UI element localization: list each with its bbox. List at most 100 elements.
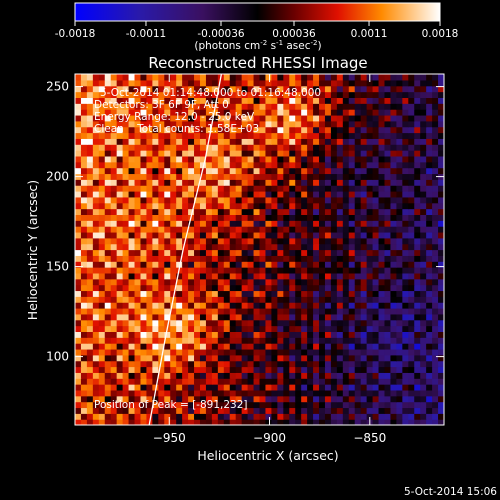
heatmap-cell [342,191,350,198]
heatmap-cell [241,74,249,81]
heatmap-cell [438,395,444,403]
heatmap-cell [104,389,112,397]
heatmap-cell [217,331,225,338]
heatmap-cell [194,313,201,321]
heatmap-cell [319,126,326,134]
heatmap-cell [229,313,237,321]
heatmap-cell [128,296,136,303]
heatmap-cell [253,91,261,98]
heatmap-cell [438,220,444,227]
heatmap-cell [372,132,380,139]
heatmap-cell [176,226,183,233]
heatmap-cell [182,413,189,420]
heatmap-cell [86,389,94,397]
heatmap-cell [146,167,153,175]
heatmap-cell [223,79,231,87]
heatmap-cell [211,296,219,303]
heatmap-cell [295,255,302,262]
heatmap-cell [336,103,344,110]
heatmap-cell [116,138,124,145]
heatmap-cell [199,79,207,87]
heatmap-cell [265,249,272,256]
heatmap-cell [432,267,439,274]
heatmap-cell [372,407,380,414]
heatmap-cell [366,138,374,145]
heatmap-cell [110,354,118,362]
heatmap-cell [176,109,183,116]
heatmap-cell [324,91,332,98]
heatmap-cell [313,296,320,303]
heatmap-cell [402,243,409,251]
heatmap-cell [372,208,380,215]
heatmap-cell [75,220,82,227]
heatmap-cell [295,202,302,210]
heatmap-cell [342,97,350,104]
heatmap-cell [116,308,124,315]
heatmap-cell [128,214,136,221]
heatmap-cell [217,155,225,163]
heatmap-cell [259,161,267,169]
heatmap-cell [241,91,249,98]
heatmap-cell [438,97,444,104]
heatmap-cell [295,372,302,379]
heatmap-cell [98,91,106,98]
heatmap-cell [223,167,231,175]
heatmap-cell [176,354,183,362]
heatmap-cell [324,384,332,391]
heatmap-cell [134,74,142,81]
heatmap-cell [140,85,148,93]
heatmap-cell [301,231,308,239]
heatmap-cell [259,220,267,227]
heatmap-cell [110,360,118,368]
heatmap-cell [426,167,433,175]
heatmap-cell [140,214,148,221]
heatmap-cell [253,261,261,268]
heatmap-cell [235,419,243,425]
heatmap-cell [313,226,320,233]
heatmap-cell [301,173,308,180]
heatmap-cell [271,155,278,163]
heatmap-cell [372,337,380,344]
heatmap-cell [253,296,261,303]
heatmap-cell [104,220,112,227]
heatmap-cell [360,255,368,262]
heatmap-cell [271,419,278,425]
heatmap-cell [199,74,207,81]
heatmap-cell [420,120,427,128]
heatmap-cell [75,208,82,215]
heatmap-cell [176,296,183,303]
heatmap-cell [152,126,159,134]
heatmap-cell [432,384,439,391]
heatmap-cell [342,202,350,210]
heatmap-cell [182,278,189,286]
heatmap-cell [164,337,171,344]
heatmap-cell [259,296,267,303]
heatmap-cell [319,319,326,327]
heatmap-cell [104,120,112,128]
heatmap-cell [134,249,142,256]
heatmap-cell [283,372,290,379]
heatmap-cell [354,284,362,292]
heatmap-cell [182,401,189,409]
heatmap-cell [176,237,183,245]
heatmap-cell [128,126,136,134]
heatmap-cell [241,120,249,128]
heatmap-cell [128,395,136,403]
heatmap-cell [324,173,332,180]
heatmap-cell [140,354,148,362]
heatmap-cell [170,325,177,332]
heatmap-cell [229,91,237,98]
heatmap-cell [336,302,344,309]
heatmap-cell [265,208,272,215]
heatmap-cell [86,419,94,425]
heatmap-cell [199,120,207,128]
heatmap-cell [80,185,88,192]
heatmap-cell [134,214,142,221]
heatmap-cell [271,284,278,292]
heatmap-cell [420,150,427,157]
heatmap-cell [390,161,397,169]
heatmap-cell [301,272,308,280]
heatmap-cell [295,220,302,227]
heatmap-cell [366,91,374,98]
heatmap-cell [164,161,171,169]
